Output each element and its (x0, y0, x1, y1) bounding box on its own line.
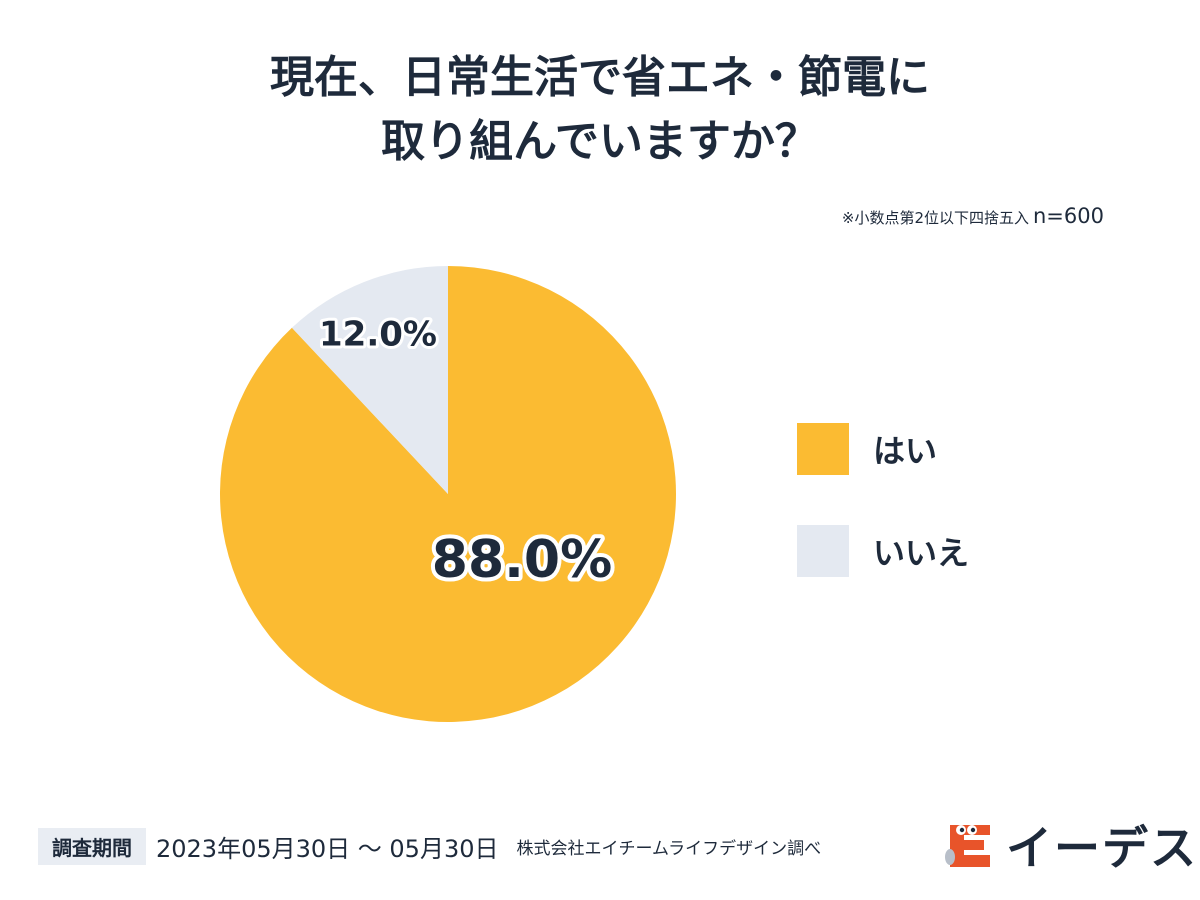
survey-period-label: 調査期間 (38, 828, 146, 865)
mascot-logo-icon (945, 825, 990, 867)
legend-swatch-no (797, 525, 849, 577)
data-label-yes: 88.0% (432, 530, 612, 590)
legend-swatch-yes (797, 423, 849, 475)
legend: はい いいえ (797, 423, 969, 627)
footer: 調査期間 2023年05月30日 〜 05月30日 株式会社エイチームライフデザ… (38, 828, 821, 865)
sample-size: n=600 (1033, 204, 1104, 228)
data-label-no: 12.0% (319, 315, 437, 355)
survey-dates: 2023年05月30日 〜 05月30日 (156, 835, 499, 863)
title-line-1: 現在、日常生活で省エネ・節電に (270, 52, 930, 103)
footnote: ※小数点第2位以下四捨五入 n=600 (842, 204, 1104, 228)
chart-title: 現在、日常生活で省エネ・節電に 取り組んでいますか？ (0, 46, 1200, 174)
logo-text: イーデス (1006, 821, 1198, 875)
pie-slice-yes (220, 266, 677, 722)
pie-slice-no (291, 266, 448, 494)
brand-logo: イーデス (944, 812, 1198, 878)
legend-label-no: いいえ (873, 534, 970, 572)
rounding-note: ※小数点第2位以下四捨五入 (841, 209, 1029, 227)
legend-item-yes: はい (797, 423, 969, 475)
title-line-2: 取り組んでいますか？ (381, 116, 819, 167)
legend-label-yes: はい (873, 432, 938, 470)
legend-item-no: いいえ (797, 525, 969, 577)
survey-source: 株式会社エイチームライフデザイン調べ (516, 839, 822, 859)
